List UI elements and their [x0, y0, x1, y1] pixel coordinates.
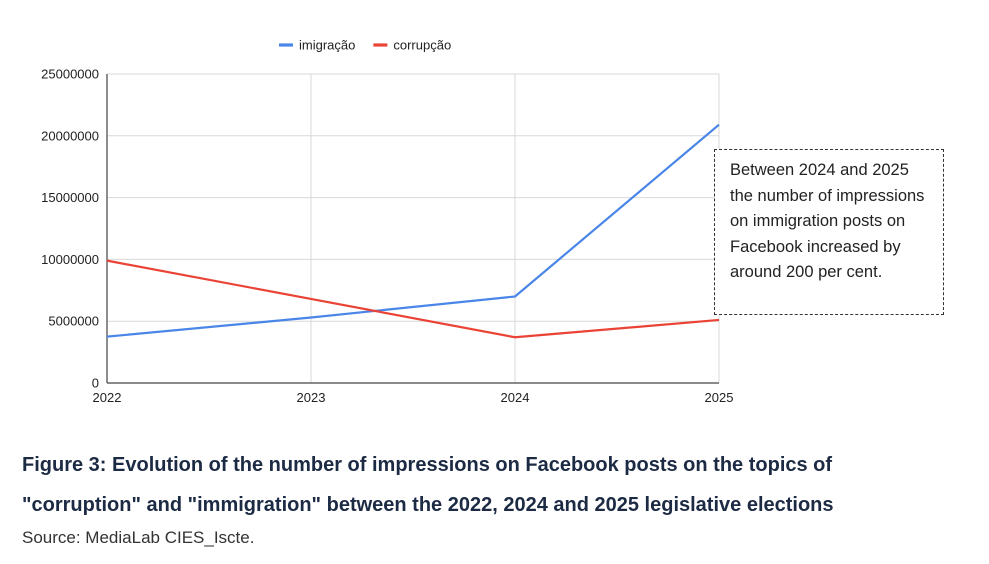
x-tick-label: 2023 [297, 390, 326, 405]
figure-caption-title: Figure 3: Evolution of the number of imp… [22, 454, 834, 516]
x-tick-label: 2025 [705, 390, 734, 405]
line-chart: 0 5000000 10000000 15000000 20000000 25000000… [41, 38, 734, 406]
legend-label: imigração [299, 38, 355, 53]
chart-annotation: Between 2024 and 2025 the number of impr… [714, 149, 944, 315]
series-line-imigracao [106, 123, 720, 338]
series-lines [106, 123, 720, 339]
y-tick-label: 5000000 [48, 314, 99, 329]
y-tick-label: 20000000 [41, 128, 99, 143]
x-tick-labels: 2022 2023 2024 2025 [93, 390, 734, 405]
legend-label: corrupção [393, 38, 451, 53]
y-tick-label: 25000000 [41, 67, 99, 82]
legend[interactable]: imigração corrupção [279, 38, 451, 53]
series-line-corrupcao [106, 259, 720, 339]
x-tick-label: 2024 [501, 390, 530, 405]
grid-lines [107, 73, 720, 383]
y-tick-label: 10000000 [41, 252, 99, 267]
y-tick-labels: 0 5000000 10000000 15000000 20000000 25000000 [41, 67, 99, 391]
y-tick-label: 15000000 [41, 190, 99, 205]
y-tick-label: 0 [92, 376, 99, 391]
x-tick-label: 2022 [93, 390, 122, 405]
figure-source: Source: MediaLab CIES_Iscte. [22, 528, 255, 547]
axes [106, 74, 719, 384]
